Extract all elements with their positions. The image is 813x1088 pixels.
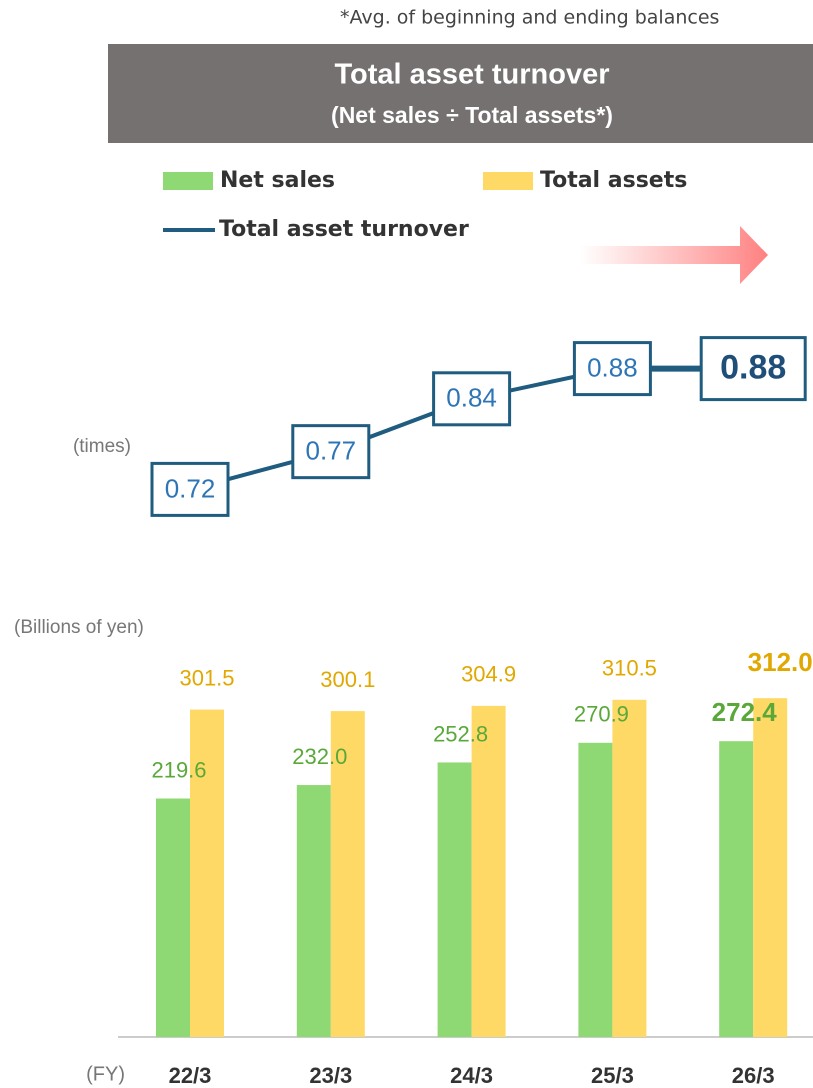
bar-value-label: 219.6	[151, 757, 206, 782]
x-tick-label: 24/3	[450, 1063, 493, 1088]
bar-value-label: 272.4	[712, 697, 778, 727]
line-point-box	[291, 424, 371, 480]
line-point-box	[150, 461, 230, 517]
bar	[330, 711, 365, 1037]
chart-title: Total asset turnover	[334, 59, 609, 91]
bar-value-label: 270.9	[574, 702, 629, 727]
x-tick-label: 22/3	[169, 1063, 212, 1088]
bar	[190, 709, 224, 1037]
bar	[578, 742, 613, 1037]
bar	[156, 798, 190, 1037]
legend-label: Total assets	[540, 168, 687, 193]
line-value-label: 0.72	[165, 473, 216, 503]
bar-value-label: 232.0	[292, 744, 347, 769]
bar	[612, 699, 647, 1037]
bar	[753, 698, 788, 1037]
bar	[471, 705, 506, 1037]
line-point-box	[432, 371, 512, 427]
bar-value-label: 304.9	[461, 662, 516, 687]
x-tick-label: 25/3	[591, 1063, 634, 1088]
bar	[719, 741, 754, 1037]
bar-value-label: 300.1	[320, 667, 375, 692]
note: *Avg. of beginning and ending balances	[340, 7, 719, 29]
x-tick-label: 23/3	[309, 1063, 352, 1088]
line-point-box	[699, 336, 807, 402]
legend-label: Total asset turnover	[219, 217, 469, 242]
bar-value-label: 312.0	[748, 647, 813, 677]
title-banner	[108, 44, 813, 143]
x-axis-label: (FY)	[86, 1063, 125, 1085]
bar-value-label: 252.8	[433, 721, 488, 746]
y2-axis-label: (times)	[73, 436, 131, 457]
line-value-label: 0.88	[587, 352, 638, 382]
line-value-label: 0.84	[446, 383, 497, 413]
bar-value-label: 310.5	[602, 656, 657, 681]
bar	[437, 762, 472, 1037]
line-value-label: 0.77	[305, 436, 356, 466]
legend-swatch	[163, 172, 213, 190]
trend-arrow	[580, 226, 768, 284]
bar	[296, 785, 331, 1037]
x-tick-label: 26/3	[732, 1063, 775, 1088]
legend-label: Net sales	[220, 168, 335, 193]
bar-value-label: 301.5	[179, 665, 234, 690]
y-axis-label: (Billions of yen)	[14, 617, 144, 638]
chart-subtitle: (Net sales ÷ Total assets*)	[331, 102, 613, 128]
line-value-label: 0.88	[720, 349, 786, 387]
legend-swatch	[483, 172, 533, 190]
line-point-box	[572, 341, 652, 397]
